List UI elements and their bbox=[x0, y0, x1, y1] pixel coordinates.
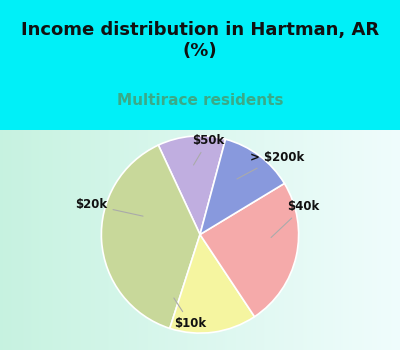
Wedge shape bbox=[101, 145, 200, 328]
Text: > $200k: > $200k bbox=[237, 151, 304, 179]
Text: Multirace residents: Multirace residents bbox=[117, 93, 283, 108]
Wedge shape bbox=[158, 136, 226, 235]
Text: $10k: $10k bbox=[174, 298, 206, 330]
Text: $50k: $50k bbox=[192, 134, 224, 165]
Text: Income distribution in Hartman, AR
(%): Income distribution in Hartman, AR (%) bbox=[21, 21, 379, 60]
Wedge shape bbox=[200, 139, 284, 234]
Text: $40k: $40k bbox=[271, 201, 320, 238]
Text: $20k: $20k bbox=[76, 198, 143, 216]
Wedge shape bbox=[170, 234, 254, 333]
Wedge shape bbox=[200, 183, 299, 317]
